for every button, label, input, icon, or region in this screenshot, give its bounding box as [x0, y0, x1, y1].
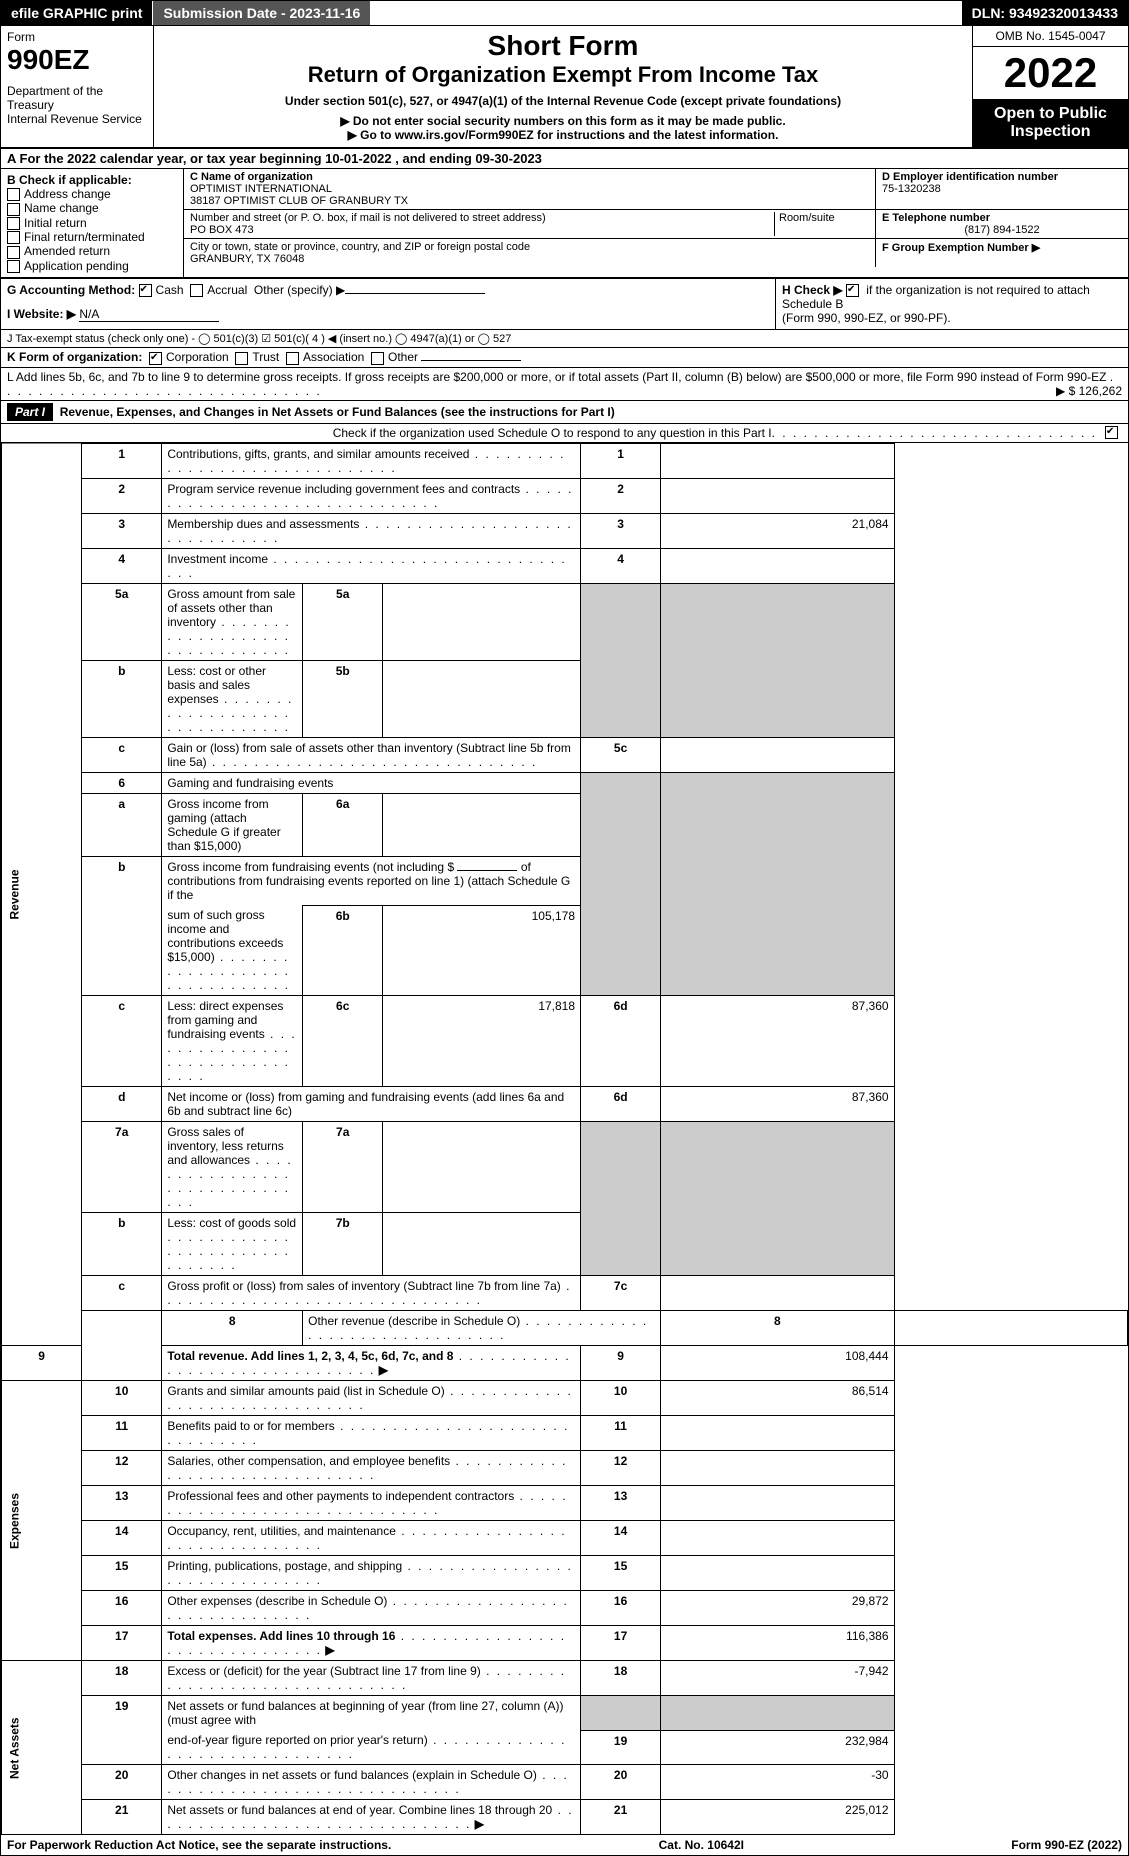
- dept-label: Department of the Treasury: [7, 84, 147, 112]
- paperwork-notice: For Paperwork Reduction Act Notice, see …: [7, 1838, 391, 1852]
- amount-11: [661, 1416, 894, 1451]
- cat-number: Cat. No. 10642I: [659, 1838, 744, 1852]
- amount-13: [661, 1486, 894, 1521]
- checkbox-name-change[interactable]: [7, 203, 20, 216]
- section-l: L Add lines 5b, 6c, and 7b to line 9 to …: [1, 368, 1128, 401]
- section-g: G Accounting Method: Cash Accrual Other …: [1, 279, 775, 329]
- form-number: 990EZ: [7, 44, 147, 76]
- checkbox-trust[interactable]: [235, 352, 248, 365]
- omb-number: OMB No. 1545-0047: [973, 26, 1128, 47]
- form-version: Form 990-EZ (2022): [1011, 1838, 1122, 1852]
- amount-19: 232,984: [661, 1730, 894, 1765]
- checkbox-accrual[interactable]: [190, 284, 203, 297]
- org-name-1: OPTIMIST INTERNATIONAL: [190, 183, 869, 195]
- amount-18: -7,942: [661, 1661, 894, 1696]
- street-address: PO BOX 473: [190, 224, 774, 236]
- open-to-public: Open to Public Inspection: [973, 99, 1128, 147]
- checkbox-address-change[interactable]: [7, 188, 20, 201]
- amount-16: 29,872: [661, 1591, 894, 1626]
- return-title: Return of Organization Exempt From Incom…: [162, 62, 964, 88]
- room-suite-label: Room/suite: [774, 212, 869, 236]
- part1-lines-table: Revenue 1 Contributions, gifts, grants, …: [1, 443, 1128, 1836]
- gross-receipts: ▶ $ 126,262: [1056, 384, 1122, 398]
- amount-9: 108,444: [661, 1346, 894, 1381]
- amount-21: 225,012: [661, 1800, 894, 1835]
- amount-5c: [661, 737, 894, 772]
- short-form-title: Short Form: [162, 30, 964, 62]
- website-value: N/A: [79, 307, 219, 322]
- org-name-2: 38187 OPTIMIST CLUB OF GRANBURY TX: [190, 195, 869, 207]
- amount-1: [661, 443, 894, 478]
- amount-15: [661, 1556, 894, 1591]
- amount-5b: [383, 660, 581, 737]
- checkbox-cash[interactable]: [139, 284, 152, 297]
- amount-7c: [661, 1276, 894, 1311]
- amount-20: -30: [661, 1765, 894, 1800]
- info-block: B Check if applicable: Address change Na…: [1, 169, 1128, 279]
- submission-date-label: Submission Date - 2023-11-16: [153, 1, 371, 25]
- amount-6a: [383, 793, 581, 856]
- page-footer: For Paperwork Reduction Act Notice, see …: [1, 1835, 1128, 1855]
- sidelabel-expenses: Expenses: [2, 1381, 82, 1661]
- checkbox-initial-return[interactable]: [7, 217, 20, 230]
- section-f: F Group Exemption Number ▶: [875, 239, 1128, 267]
- amount-6c: 17,818: [383, 996, 581, 1087]
- checkbox-corporation[interactable]: [149, 352, 162, 365]
- irs-label: Internal Revenue Service: [7, 112, 147, 126]
- section-k: K Form of organization: Corporation Trus…: [1, 348, 1128, 367]
- section-a: A For the 2022 calendar year, or tax yea…: [1, 149, 1128, 169]
- under-section: Under section 501(c), 527, or 4947(a)(1)…: [162, 94, 964, 108]
- amount-14: [661, 1521, 894, 1556]
- telephone: (817) 894-1522: [882, 224, 1122, 236]
- amount-10: 86,514: [661, 1381, 894, 1416]
- amount-3: 21,084: [661, 513, 894, 548]
- amount-6b: 105,178: [383, 905, 581, 996]
- note-goto: ▶ Go to www.irs.gov/Form990EZ for instru…: [162, 128, 964, 142]
- checkbox-association[interactable]: [286, 352, 299, 365]
- amount-7b: [383, 1213, 581, 1276]
- amount-12: [661, 1451, 894, 1486]
- form-header: Form 990EZ Department of the Treasury In…: [1, 26, 1128, 149]
- checkbox-other-org[interactable]: [371, 352, 384, 365]
- section-j: J Tax-exempt status (check only one) - ◯…: [1, 330, 1128, 348]
- section-c: C Name of organization OPTIMIST INTERNAT…: [184, 169, 875, 209]
- form-label: Form: [7, 30, 147, 44]
- checkbox-application-pending[interactable]: [7, 260, 20, 273]
- part1-header: Part I Revenue, Expenses, and Changes in…: [1, 401, 1128, 424]
- section-h: H Check ▶ if the organization is not req…: [775, 279, 1128, 329]
- amount-8: [894, 1311, 1127, 1346]
- tax-year: 2022: [973, 47, 1128, 99]
- amount-7a: [383, 1122, 581, 1213]
- checkbox-final-return[interactable]: [7, 231, 20, 244]
- gh-block: G Accounting Method: Cash Accrual Other …: [1, 279, 1128, 330]
- checkbox-schedule-b-not-required[interactable]: [846, 284, 859, 297]
- efile-print-button[interactable]: efile GRAPHIC print: [1, 1, 153, 25]
- note-ssn: ▶ Do not enter social security numbers o…: [162, 114, 964, 128]
- amount-5a: [383, 583, 581, 660]
- topbar: efile GRAPHIC print Submission Date - 20…: [1, 1, 1128, 26]
- amount-17: 116,386: [661, 1626, 894, 1661]
- sidelabel-net-assets: Net Assets: [2, 1661, 82, 1835]
- dln-label: DLN: 93492320013433: [962, 1, 1128, 25]
- section-d: D Employer identification number 75-1320…: [875, 169, 1128, 209]
- checkbox-schedule-o-part1[interactable]: [1105, 426, 1118, 439]
- checkbox-amended-return[interactable]: [7, 246, 20, 259]
- ein: 75-1320238: [882, 183, 1122, 195]
- form-990ez-page: efile GRAPHIC print Submission Date - 20…: [0, 0, 1129, 1856]
- city-state-zip: GRANBURY, TX 76048: [190, 253, 869, 265]
- b-label: B Check if applicable:: [7, 173, 177, 187]
- other-method-input[interactable]: [345, 293, 485, 294]
- amount-2: [661, 478, 894, 513]
- section-b: B Check if applicable: Address change Na…: [1, 169, 184, 277]
- amount-4: [661, 548, 894, 583]
- sidelabel-revenue: Revenue: [2, 443, 82, 1346]
- amount-6d: 87,360: [661, 996, 894, 1087]
